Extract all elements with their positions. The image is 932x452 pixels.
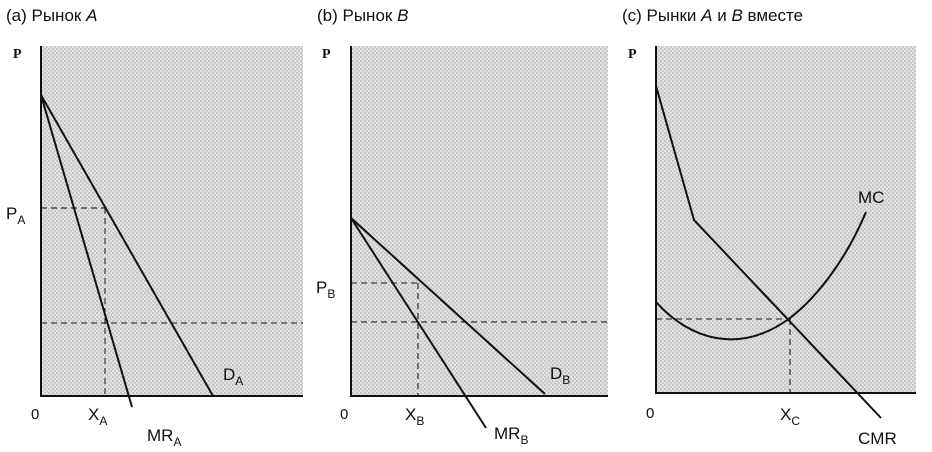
panel-b-origin: 0 [340, 406, 348, 423]
panel-b-demand-curve [350, 217, 546, 395]
panel-a-quantity-subscript: A [99, 414, 107, 428]
panel-b-mr-subscript: B [520, 433, 528, 447]
panel-b-quantity-letter: X [405, 405, 416, 424]
panel-c-cmr-label: CMR [858, 429, 897, 448]
panel-a-demand-label: DA [223, 365, 243, 388]
panel-c-y-axis-label: P [628, 47, 637, 62]
panel-a-demand-letter: D [223, 365, 235, 384]
panel-a-mr-subscript: A [173, 435, 181, 449]
panel-a-quantity-label: XA [88, 405, 107, 428]
panel-c-title-and: и [712, 6, 732, 25]
panel-b-mr-letters: MR [494, 424, 520, 443]
panel-b: P 0 PB XB DB MRB [316, 46, 608, 447]
panel-c-quantity-subscript: C [791, 414, 800, 428]
panel-b-plot-area [351, 46, 608, 395]
panel-a-y-axis-label: P [13, 47, 22, 62]
panel-c-quantity-letter: X [780, 405, 791, 424]
panel-a-mr-curve [40, 94, 133, 408]
panel-b-price-subscript: B [327, 287, 335, 301]
panel-b-quantity-subscript: B [416, 414, 424, 428]
panel-a-title-prefix: (a) Рынок [6, 6, 87, 25]
panel-c-quantity-label: XC [780, 405, 800, 428]
panel-b-quantity-label: XB [405, 405, 424, 428]
panel-b-title: (b) Рынок B [317, 6, 408, 26]
panel-b-mr-label: MRB [494, 424, 528, 447]
panel-a-demand-subscript: A [235, 374, 243, 388]
panel-a-price-letter: P [6, 204, 17, 223]
panel-b-price-label: PB [316, 278, 335, 301]
panel-b-demand-subscript: B [562, 373, 570, 387]
panel-c-title-market-a: A [701, 6, 713, 25]
panel-c-origin: 0 [646, 405, 654, 422]
panel-a: P 0 PA XA DA MRA [6, 46, 303, 449]
panel-c-title: (c) Рынки A и B вместе [622, 6, 803, 26]
panel-a-price-subscript: A [17, 213, 25, 227]
panel-a-mr-label: MRA [147, 426, 181, 449]
panel-a-demand-curve [40, 94, 214, 397]
panel-b-price-letter: P [316, 278, 327, 297]
panel-b-y-axis-label: P [322, 47, 331, 62]
panel-c-title-suffix: вместе [742, 6, 804, 25]
panel-a-title: (a) Рынок A [6, 6, 97, 26]
panel-b-title-market: B [397, 6, 409, 25]
panel-b-mr-curve [350, 217, 487, 429]
panel-c: P 0 XC MC CMR [628, 46, 916, 448]
panel-a-quantity-letter: X [88, 405, 99, 424]
panel-a-origin: 0 [31, 406, 39, 423]
panel-c-mc-curve [655, 211, 867, 341]
panel-b-demand-letter: D [550, 364, 562, 383]
panel-c-mc-label: MC [858, 188, 884, 207]
panel-c-plot-area [656, 46, 916, 393]
panel-c-title-prefix: (c) Рынки [622, 6, 702, 25]
panel-c-title-market-b: B [731, 6, 743, 25]
panel-b-title-prefix: (b) Рынок [317, 6, 398, 25]
panel-a-title-market: A [86, 6, 98, 25]
panel-a-plot-area [41, 46, 303, 395]
panel-b-demand-label: DB [550, 364, 570, 387]
panel-a-price-label: PA [6, 204, 25, 227]
panel-a-mr-letters: MR [147, 426, 173, 445]
panel-c-cmr-curve [655, 85, 882, 419]
